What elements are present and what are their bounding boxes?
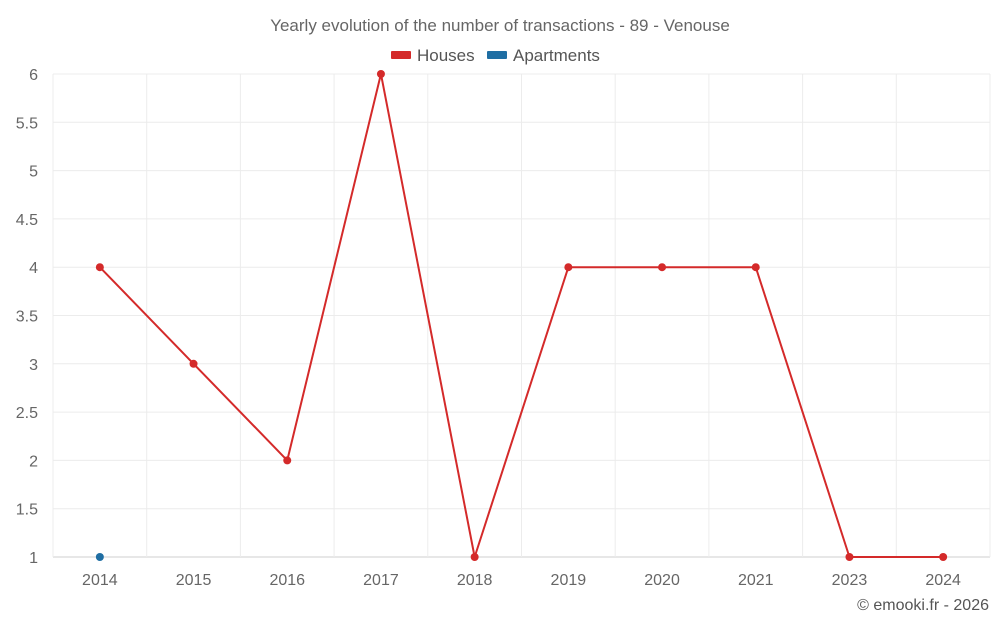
legend-swatch-apartments: [487, 51, 507, 59]
x-tick-label: 2016: [269, 572, 305, 589]
data-point-houses[interactable]: [658, 263, 667, 272]
y-tick-label: 6: [29, 67, 38, 84]
y-tick-label: 2.5: [16, 405, 38, 422]
data-point-houses[interactable]: [939, 553, 948, 561]
y-tick-label: 5: [29, 164, 38, 181]
x-tick-label: 2019: [551, 572, 587, 589]
y-tick-label: 5.5: [16, 115, 38, 132]
y-tick-label: 4: [29, 260, 38, 277]
data-point-houses[interactable]: [376, 70, 385, 78]
legend-label-apartments[interactable]: Apartments: [513, 46, 600, 65]
y-tick-label: 3.5: [16, 309, 38, 326]
data-point-houses[interactable]: [283, 456, 292, 465]
y-tick-label: 1: [29, 550, 38, 567]
x-axis: 2014 2015 2016 2017 2018 2019 2020 2021 2023 2024: [82, 572, 961, 589]
data-point-apartments[interactable]: [95, 553, 104, 561]
y-tick-label: 2: [29, 453, 38, 470]
series-line-houses: [99, 73, 944, 558]
data-point-houses[interactable]: [470, 553, 479, 561]
legend[interactable]: Houses Apartments: [391, 46, 600, 65]
data-point-houses[interactable]: [751, 263, 760, 272]
x-tick-label: 2023: [832, 572, 868, 589]
x-tick-label: 2015: [176, 572, 212, 589]
x-tick-label: 2021: [738, 572, 774, 589]
x-tick-label: 2017: [363, 572, 399, 589]
y-tick-label: 1.5: [16, 502, 38, 519]
data-point-houses[interactable]: [189, 359, 198, 368]
x-tick-label: 2024: [925, 572, 961, 589]
legend-swatch-houses: [391, 51, 411, 59]
data-point-houses[interactable]: [845, 553, 854, 561]
y-tick-label: 3: [29, 357, 38, 374]
data-point-houses[interactable]: [95, 263, 104, 272]
series-layer: [95, 70, 948, 561]
y-tick-label: 4.5: [16, 212, 38, 229]
y-axis: 1 1.5 2 2.5 3 3.5 4 4.5 5 5.5 6: [16, 67, 38, 567]
chart-title: Yearly evolution of the number of transa…: [270, 16, 730, 35]
legend-label-houses[interactable]: Houses: [417, 46, 475, 65]
credit-text: © emooki.fr - 2026: [857, 597, 989, 614]
grid: [52, 73, 991, 558]
x-tick-label: 2020: [644, 572, 680, 589]
data-point-houses[interactable]: [564, 263, 573, 272]
x-tick-label: 2014: [82, 572, 118, 589]
x-tick-label: 2018: [457, 572, 493, 589]
